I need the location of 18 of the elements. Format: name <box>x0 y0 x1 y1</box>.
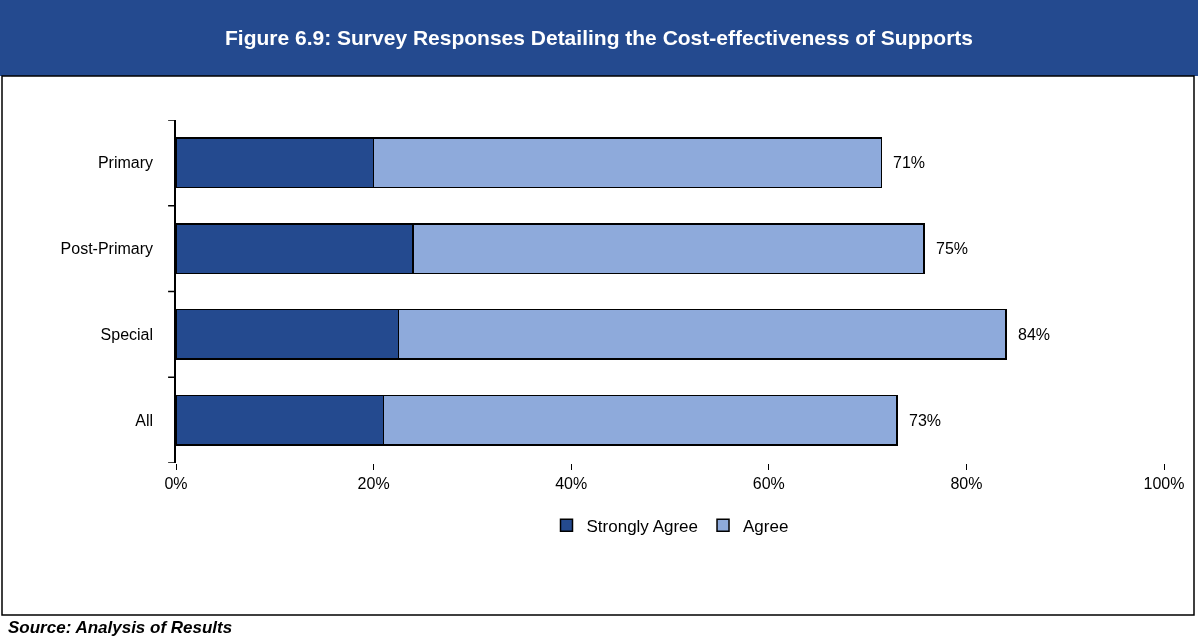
y-tick-label: Primary <box>97 154 154 172</box>
source-note: Source: Analysis of Results <box>8 618 233 637</box>
y-tick-label: Post-Primary <box>60 240 154 258</box>
y-tick-label: All <box>135 411 154 429</box>
x-tick-label: 60% <box>752 475 785 493</box>
x-tick-label: 20% <box>357 475 390 493</box>
x-tick-label: 0% <box>164 475 188 493</box>
total-label: 75% <box>936 240 969 257</box>
total-label: 84% <box>1018 326 1051 343</box>
legend-label: Agree <box>743 516 789 536</box>
chart-title: Figure 6.9: Survey Responses Detailing the Cost-effectiveness of Supports <box>225 26 974 49</box>
x-tick-label: 40% <box>555 475 588 493</box>
x-tick-label: 80% <box>950 475 983 493</box>
legend-label: Strongly Agree <box>586 516 699 536</box>
y-tick-label: Special <box>100 325 154 343</box>
x-tick-label: 100% <box>1143 475 1185 493</box>
total-label: 73% <box>909 412 942 429</box>
total-label: 71% <box>893 154 926 171</box>
